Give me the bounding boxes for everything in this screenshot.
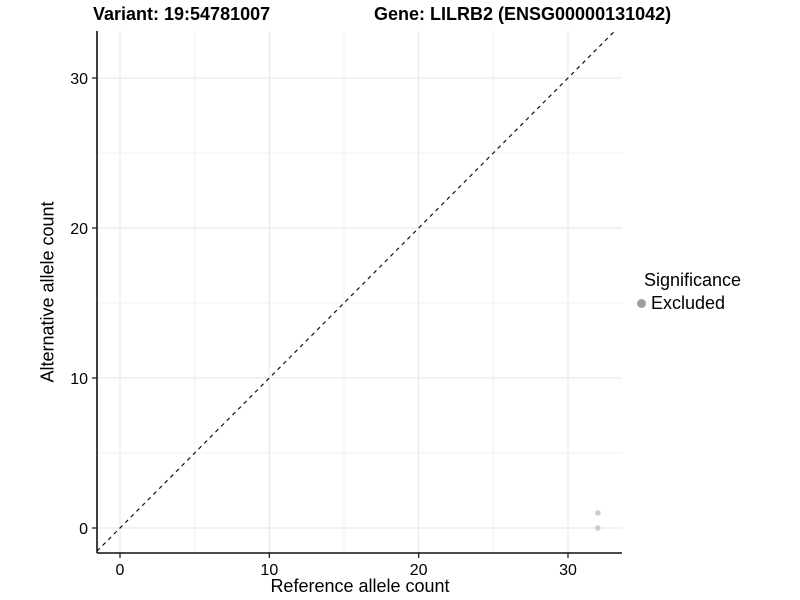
x-tick-label: 30 xyxy=(559,562,577,579)
data-point xyxy=(595,525,601,531)
y-axis-title: Alternative allele count xyxy=(37,201,58,383)
legend-item-label: Excluded xyxy=(651,293,726,313)
legend-title: Significance xyxy=(644,270,742,290)
legend: Significance Excluded xyxy=(637,270,741,314)
y-tick-label: 10 xyxy=(70,371,88,388)
y-tick-label: 0 xyxy=(79,521,88,538)
y-tick-label: 30 xyxy=(70,71,88,88)
identity-reference-line xyxy=(96,30,616,552)
data-point xyxy=(595,510,601,516)
x-tick-label: 0 xyxy=(116,562,125,579)
y-tick-label: 20 xyxy=(70,221,88,238)
x-tick-label: 10 xyxy=(260,562,278,579)
gene-title: Gene: LILRB2 (ENSG00000131042) xyxy=(374,4,672,24)
variant-title: Variant: 19:54781007 xyxy=(93,4,271,24)
x-axis-title: Reference allele count xyxy=(270,576,450,596)
legend-item-excluded: Excluded xyxy=(637,293,741,314)
legend-point-swatch xyxy=(637,299,646,308)
x-tick-label: 20 xyxy=(410,562,428,579)
